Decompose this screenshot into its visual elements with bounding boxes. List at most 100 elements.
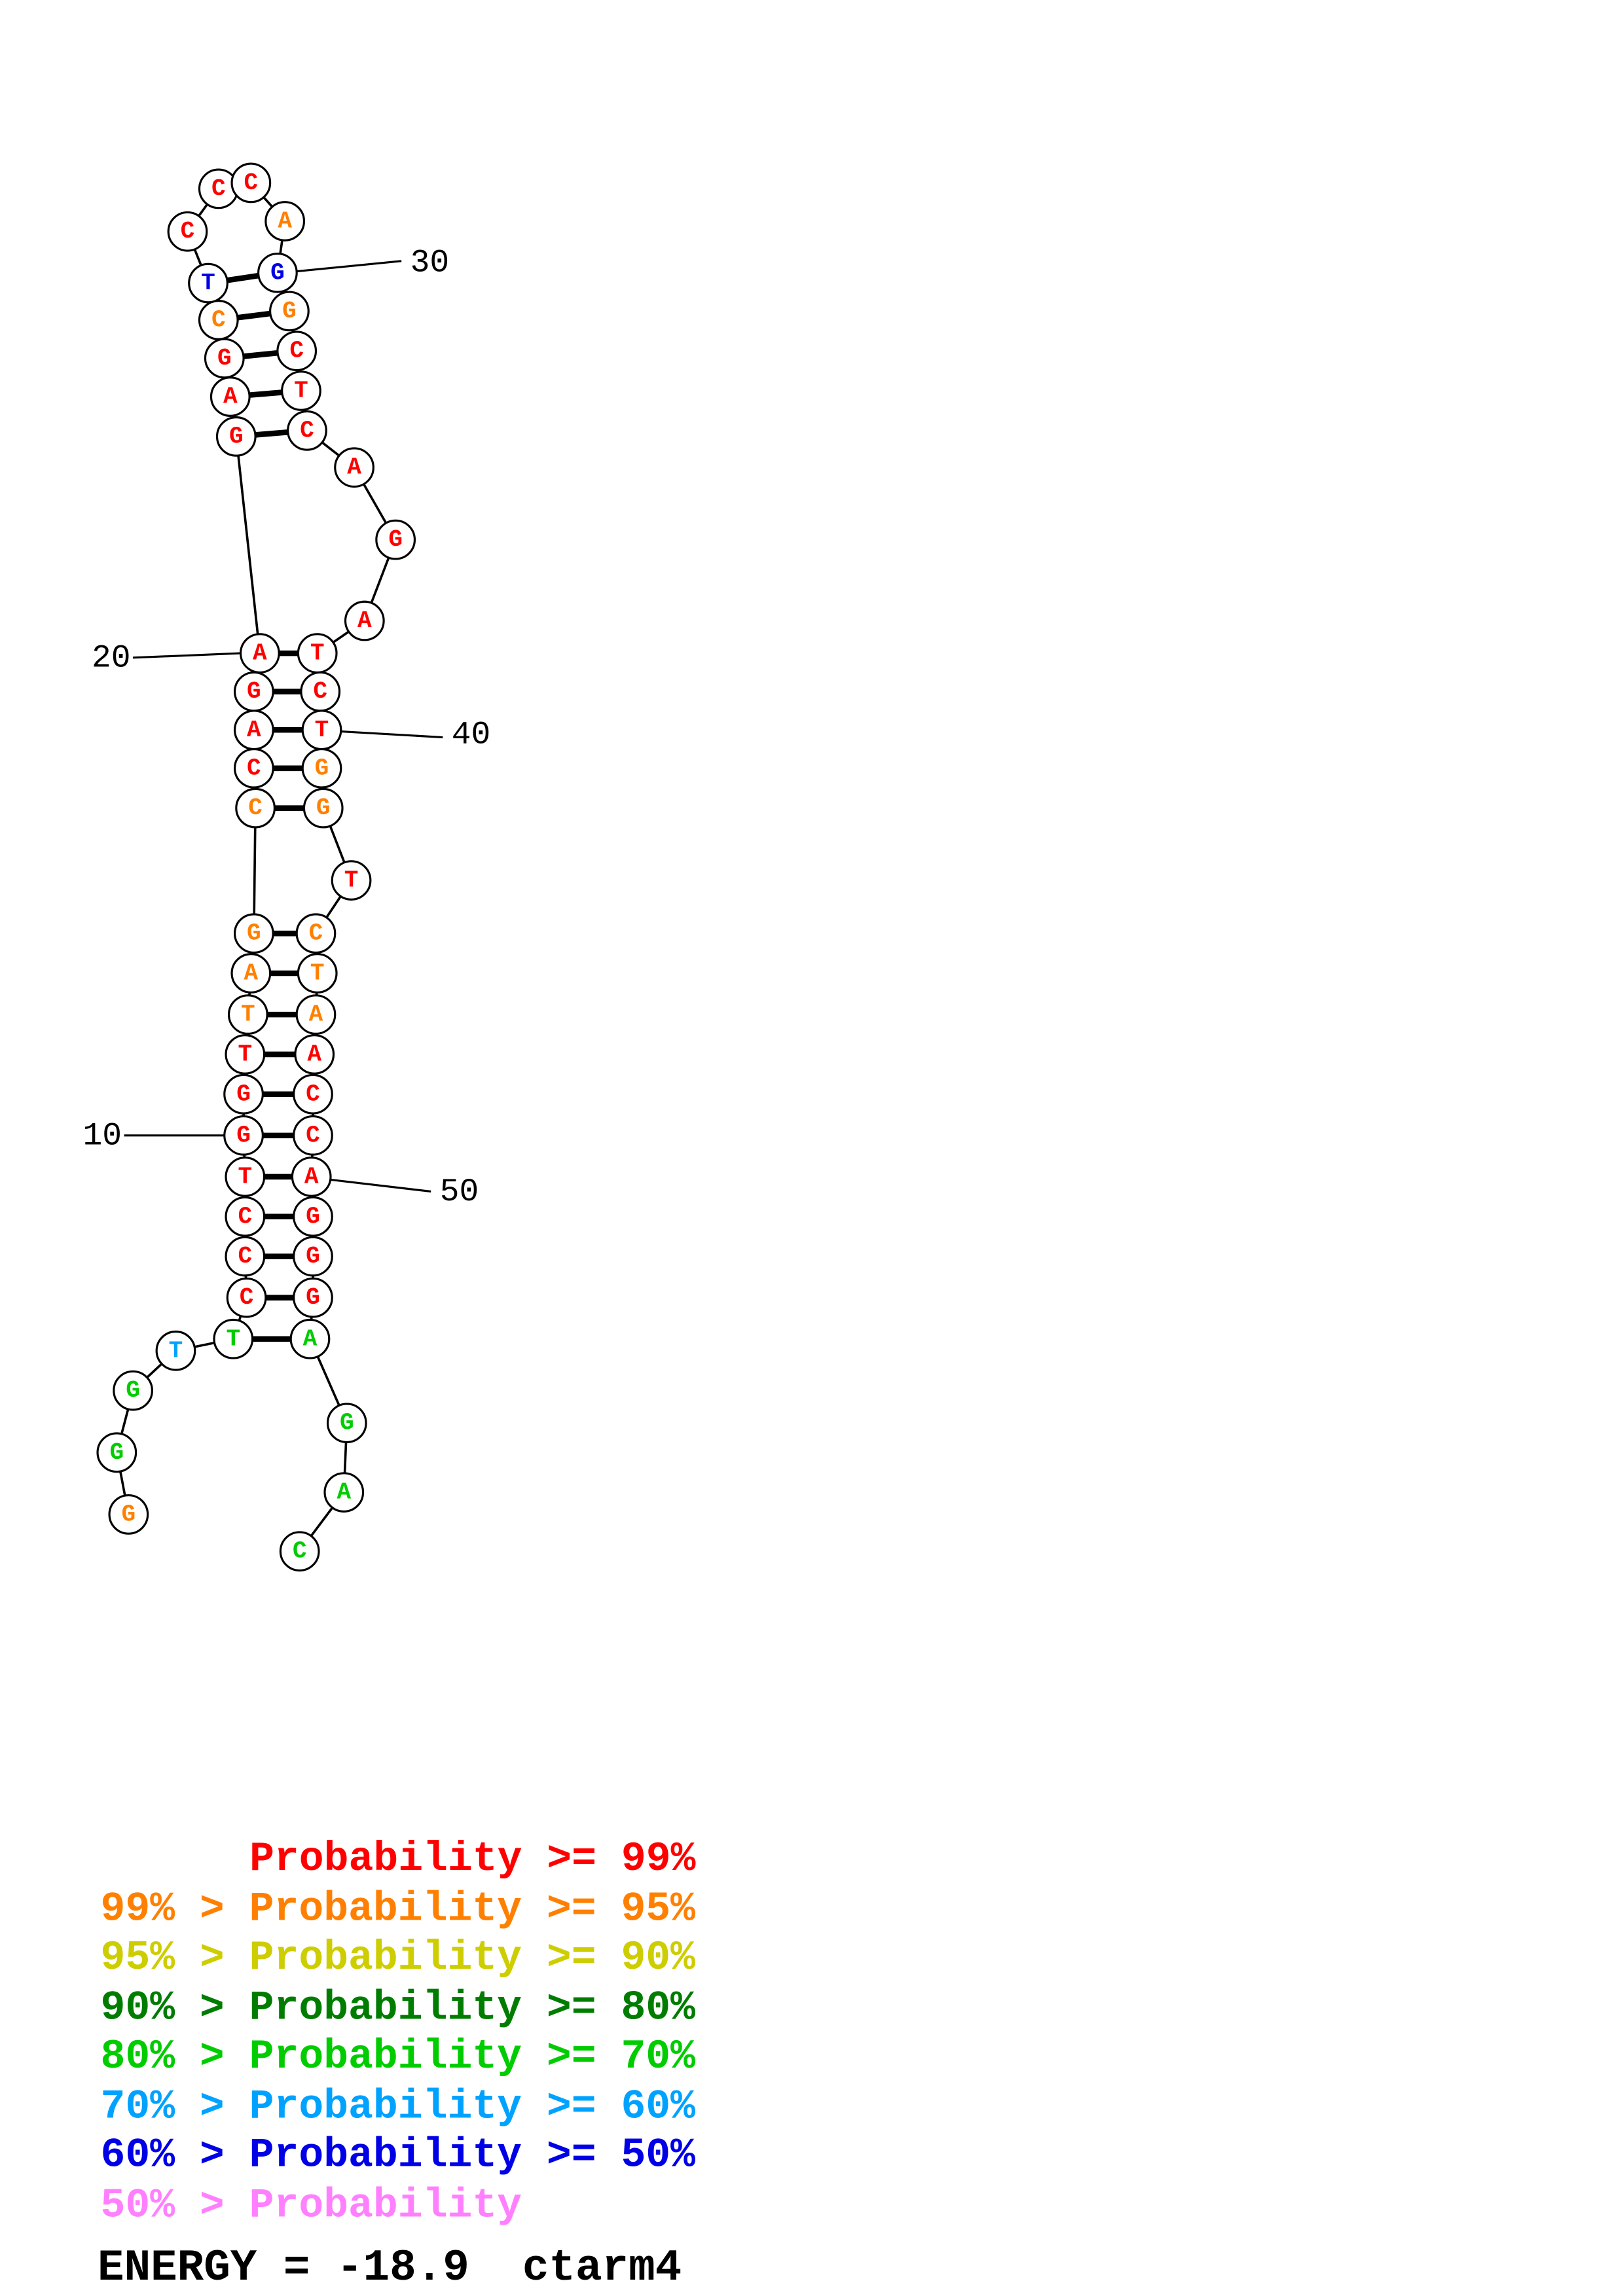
legend-line-70-80: 80% > Probability >= 70% xyxy=(101,2033,696,2080)
nucleotide-base: T xyxy=(169,1337,183,1364)
nucleotide-circle xyxy=(198,300,239,340)
nucleotide-base: G xyxy=(388,526,403,553)
nucleotide-circle xyxy=(331,860,372,901)
position-label: 40 xyxy=(452,717,490,753)
nucleotide-base: T xyxy=(294,378,308,404)
nucleotide-base: C xyxy=(238,1243,253,1270)
nucleotide-base: A xyxy=(347,454,361,481)
nucleotide-base: A xyxy=(337,1479,351,1506)
label-leader-line xyxy=(133,652,241,659)
nucleotide-base: G xyxy=(306,1243,320,1270)
nucleotide-base: C xyxy=(313,678,327,705)
nucleotide-circle xyxy=(276,331,318,372)
nucleotide-circle xyxy=(293,1236,333,1277)
nucleotide-base: T xyxy=(201,270,215,296)
figure-footer: ENERGY = -18.9 ctarm4 xyxy=(98,2244,682,2293)
nucleotide-circle xyxy=(108,1494,149,1535)
position-label: 10 xyxy=(82,1117,121,1154)
nucleotide-circle xyxy=(188,262,228,304)
position-labels: 10 20 30 40 50 xyxy=(82,245,490,1210)
nucleotide-circle xyxy=(334,447,374,488)
nucleotide-circle xyxy=(287,410,327,451)
nucleotide-circle xyxy=(293,1115,333,1156)
nucleotide-circle xyxy=(225,1034,266,1075)
nucleotide-circle xyxy=(323,1472,365,1513)
nucleotide-base: G xyxy=(122,1501,136,1528)
nucleotide-base: T xyxy=(238,1163,253,1190)
nucleotide-base: C xyxy=(238,1203,253,1230)
nucleotide-base: A xyxy=(304,1163,319,1190)
position-label: 50 xyxy=(440,1174,479,1210)
nucleotide-base: C xyxy=(309,920,323,947)
nucleotide-circle xyxy=(257,252,298,293)
nucleotide-circle xyxy=(96,1432,137,1473)
legend-line-80-90: 90% > Probability >= 80% xyxy=(101,1984,696,2031)
nucleotide-base: A xyxy=(247,717,261,744)
nucleotide-base: C xyxy=(248,795,263,821)
nucleotide-circle xyxy=(155,1330,196,1371)
nucleotide-base: A xyxy=(307,1041,321,1067)
nucleotide-base: A xyxy=(223,384,238,410)
nucleotide-base: G xyxy=(229,423,244,450)
nucleotide-circle xyxy=(293,1277,333,1318)
nucleotide-base: G xyxy=(306,1284,320,1311)
nucleotide-circle xyxy=(295,994,337,1035)
legend-line-60-70: 70% > Probability >= 60% xyxy=(101,2083,696,2130)
nucleotide-base: G xyxy=(217,345,232,372)
nucleotide-circle xyxy=(167,211,208,252)
nucleotide-circle xyxy=(301,747,342,789)
nucleotide-base: G xyxy=(270,259,285,286)
nucleotide-base: G xyxy=(110,1439,124,1466)
nucleotide-circle xyxy=(293,1196,333,1237)
nucleotide-circle xyxy=(233,913,274,954)
nucleotide-base: A xyxy=(357,607,372,634)
nucleotide-base: C xyxy=(293,1538,307,1565)
nucleotide-circle xyxy=(344,600,385,641)
nucleotide-base: C xyxy=(181,218,195,245)
nucleotide-base: G xyxy=(315,755,329,781)
legend-line-90-95: 95% > Probability >= 90% xyxy=(101,1934,696,1981)
nucleotide-base: G xyxy=(316,795,331,821)
label-leader-line xyxy=(340,730,443,739)
nucleotide-base: G xyxy=(282,298,297,325)
legend-line-ge99: Probability >= 99% xyxy=(249,1835,696,1882)
nucleotide-circle xyxy=(230,953,272,994)
nucleotide-circle xyxy=(264,201,306,242)
nucleotide-base: T xyxy=(241,1001,255,1028)
nucleotide-circle xyxy=(297,953,338,994)
nucleotide-base: G xyxy=(340,1410,354,1437)
nucleotide-base: A xyxy=(278,207,292,234)
legend-line-lt50: 50% > Probability xyxy=(101,2181,522,2229)
nucleotide-base: A xyxy=(303,1325,318,1352)
label-leader-line xyxy=(330,1178,431,1193)
backbone-segment xyxy=(253,808,257,934)
nucleotide-base: C xyxy=(211,306,226,333)
nucleotide-circle xyxy=(215,416,257,457)
legend-line-50-60: 60% > Probability >= 50% xyxy=(101,2132,696,2179)
nucleotide-base: G xyxy=(126,1377,140,1404)
nucleotide-circle xyxy=(302,787,344,829)
nucleotide-circle xyxy=(289,1318,331,1359)
nucleotide-base: T xyxy=(310,960,325,987)
nucleotide-circle xyxy=(113,1370,153,1411)
nucleotide-base: C xyxy=(240,1284,254,1311)
nucleotide-base: T xyxy=(310,640,325,667)
nucleotide-base: G xyxy=(236,1081,251,1107)
nucleotide-circle xyxy=(213,1318,254,1359)
probability-legend: Probability >= 99% 99% > Probability >= … xyxy=(101,1835,696,2229)
energy-label: ENERGY = -18.9 ctarm4 xyxy=(98,2244,682,2293)
nucleotide-circle xyxy=(294,1034,335,1075)
nucleotide-base: G xyxy=(306,1203,320,1230)
nucleotide-circle xyxy=(281,370,321,411)
legend-line-95-99: 99% > Probability >= 95% xyxy=(101,1885,696,1932)
backbone-segment xyxy=(235,436,261,654)
nucleotide-base: A xyxy=(253,640,267,667)
nucleotide-circle xyxy=(225,1196,266,1237)
nucleotide-base: T xyxy=(226,1325,240,1352)
nucleotide-circle xyxy=(230,162,272,204)
nucleotide-base: A xyxy=(309,1001,323,1028)
nucleotide-base: C xyxy=(300,417,314,444)
nucleotide-circle xyxy=(375,519,416,560)
